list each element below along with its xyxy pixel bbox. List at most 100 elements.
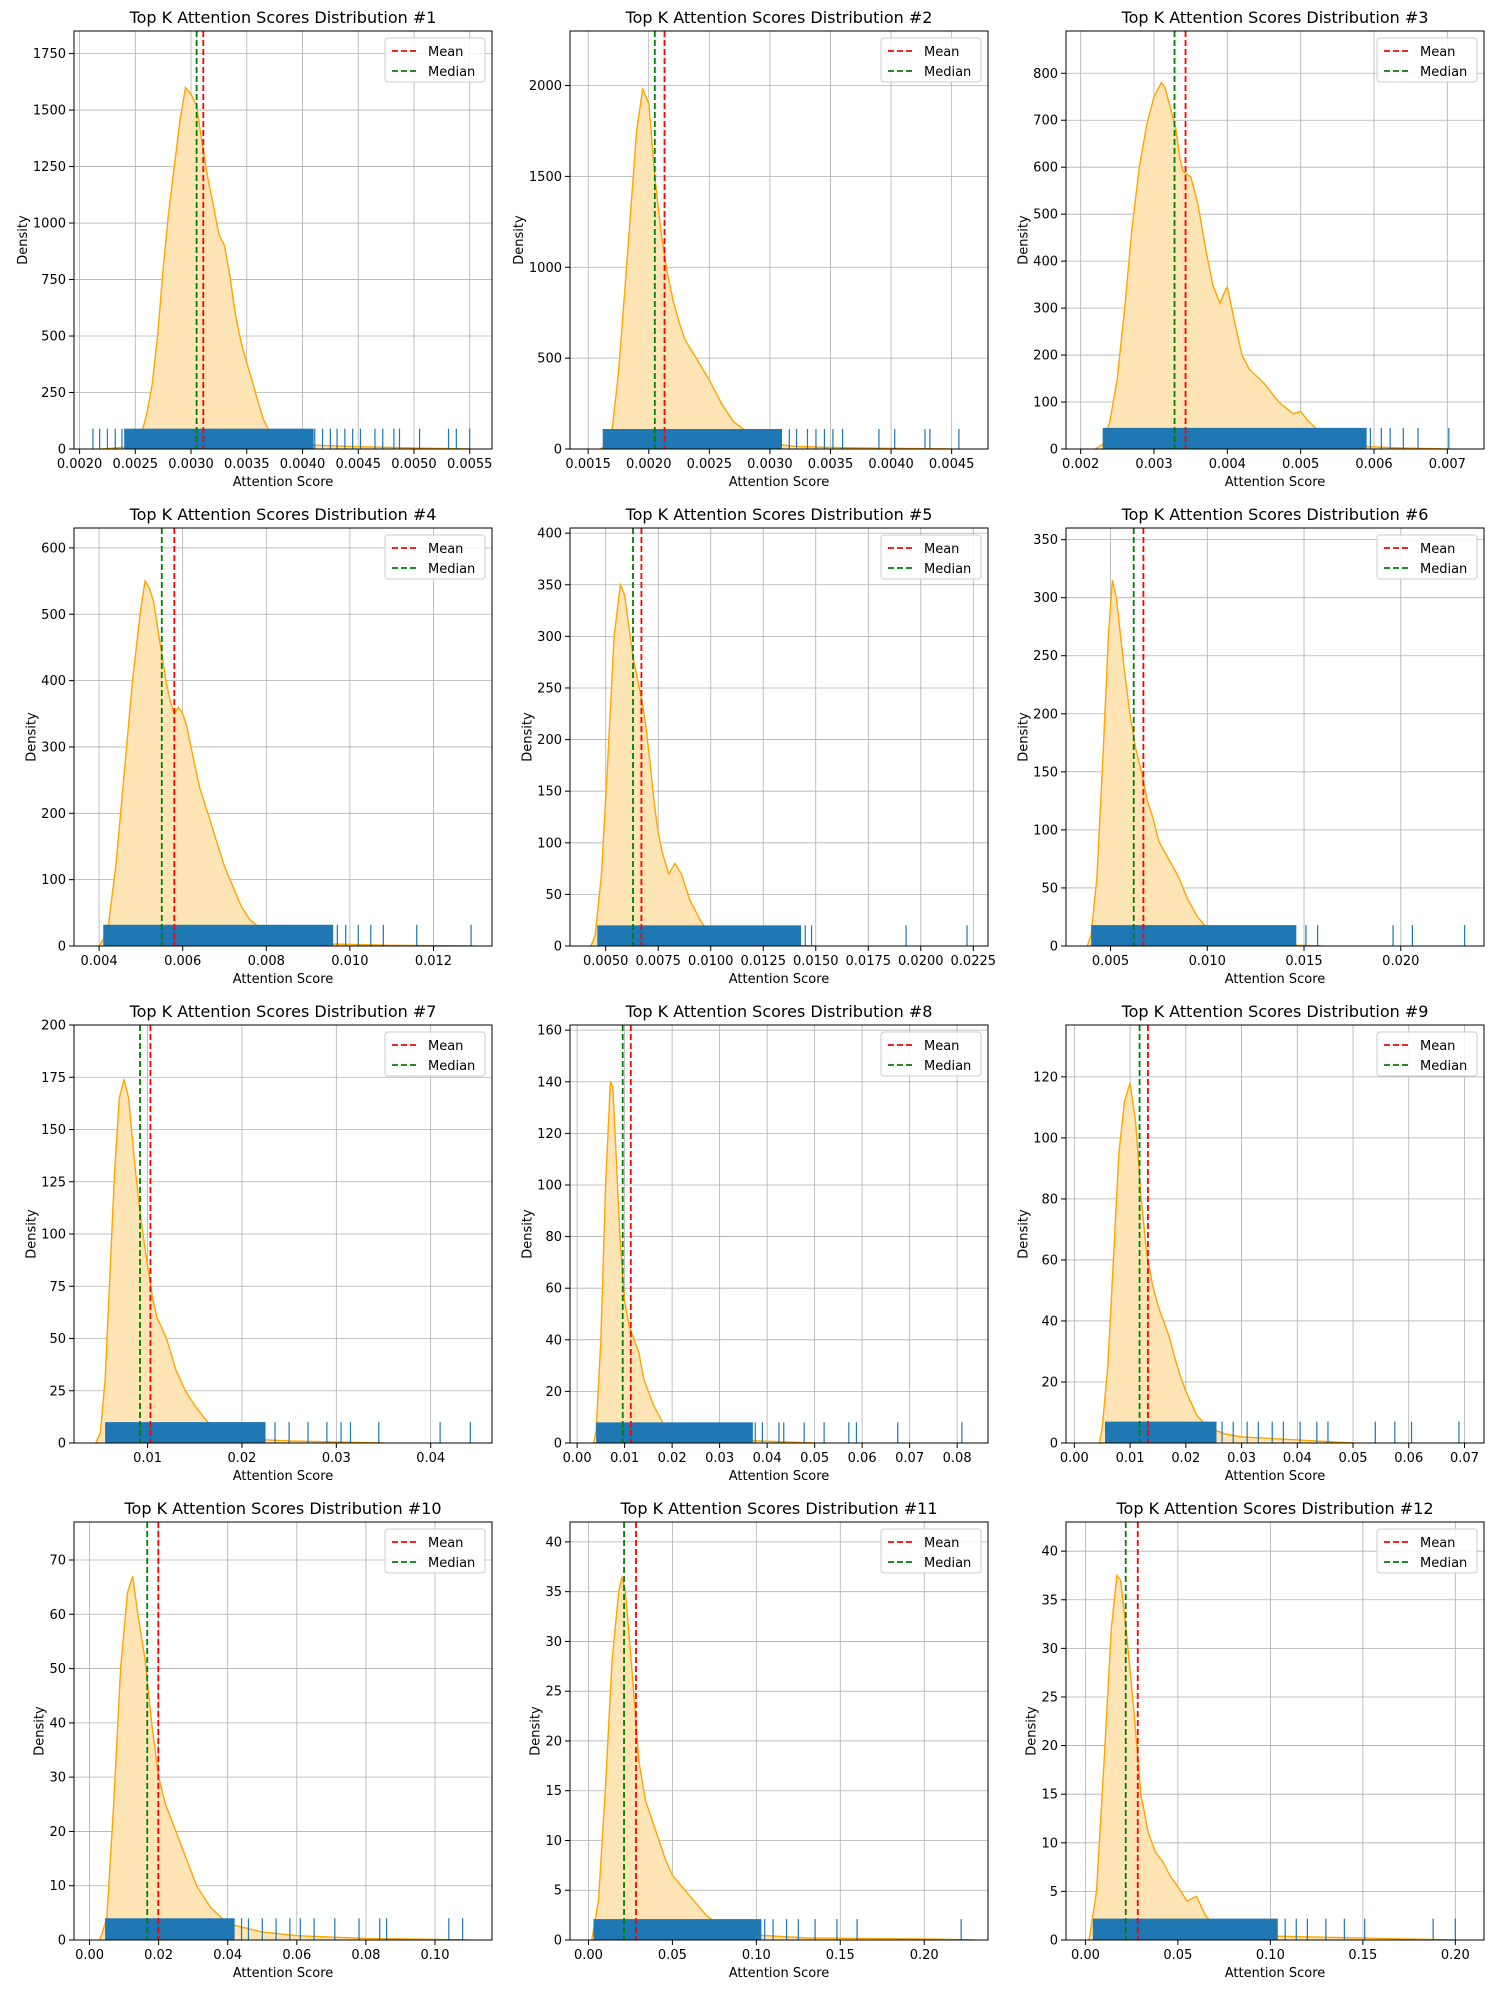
legend-mean-label: Mean <box>428 1536 463 1551</box>
y-tick-label: 400 <box>1033 255 1058 270</box>
kde-area <box>101 87 470 449</box>
subplot-5: 0.0050 0.0075 0.0100 0.0125 0.0150 0.0175 0.02… <box>520 505 996 987</box>
x-tick-label: 0.0050 <box>391 457 437 472</box>
y-axis-label: Density <box>529 1706 544 1756</box>
y-axis-ticks: 0 100 200 300 400 500 600 700 800 <box>1033 67 1066 458</box>
legend-median-label: Median <box>924 1059 971 1074</box>
subplot-8: 0.00 0.01 0.02 0.03 0.04 0.05 0.06 0.07 0.08 0 20 4… <box>520 1002 989 1484</box>
y-tick-label: 1750 <box>33 47 66 62</box>
legend-mean-label: Mean <box>924 542 959 557</box>
y-tick-label: 25 <box>49 1384 66 1399</box>
y-tick-label: 120 <box>537 1127 562 1142</box>
axes-frame <box>569 30 989 450</box>
legend-median-label: Median <box>1420 562 1467 577</box>
x-tick-label: 0.007 <box>1429 457 1466 472</box>
y-tick-label: 0 <box>58 940 66 955</box>
rug-ticks <box>764 1919 962 1940</box>
y-axis-ticks: 0 250 500 750 1000 1250 1500 1750 <box>33 47 74 458</box>
plot-area <box>1086 528 1466 946</box>
y-tick-label: 200 <box>1033 349 1058 364</box>
x-axis-ticks: 0.00 0.05 0.10 0.15 0.20 <box>1071 1940 1470 1963</box>
x-tick-label: 0.0020 <box>57 457 103 472</box>
rug-dense-band <box>1102 427 1367 449</box>
subplot-12: 0.00 0.05 0.10 0.15 0.20 0 5 10 15 20 25 30 35 40 Top … <box>1025 1499 1485 1981</box>
x-tick-label: 0.15 <box>1348 1948 1377 1963</box>
chart-title: Top K Attention Scores Distribution #7 <box>129 1002 437 1021</box>
y-axis-ticks: 0 50 100 150 200 250 300 350 <box>1033 533 1066 955</box>
x-tick-label: 0.0050 <box>583 954 629 969</box>
y-axis-label: Density <box>16 215 31 265</box>
x-tick-label: 0.003 <box>1135 457 1172 472</box>
x-tick-label: 0.05 <box>658 1948 687 1963</box>
legend: Mean Median <box>384 1031 486 1077</box>
y-tick-label: 0 <box>554 940 562 955</box>
plot-area <box>98 528 476 946</box>
x-tick-label: 0.02 <box>144 1948 173 1963</box>
x-axis-ticks: 0.00 0.02 0.04 0.06 0.08 0.10 <box>75 1940 449 1963</box>
y-tick-label: 5 <box>554 1884 562 1899</box>
y-tick-label: 0 <box>554 1437 562 1452</box>
rug-dense-band <box>124 428 314 449</box>
chart-title: Top K Attention Scores Distribution #3 <box>1121 8 1429 27</box>
rug-ticks <box>240 1918 464 1940</box>
x-axis-ticks: 0.004 0.006 0.008 0.010 0.012 <box>80 946 452 969</box>
y-tick-label: 1000 <box>33 217 66 232</box>
subplot-9: 0.00 0.01 0.02 0.03 0.04 0.05 0.06 0.07 0 20 40 60 8… <box>1016 1002 1485 1484</box>
rug-dense-band <box>103 924 334 946</box>
x-tick-label: 0.0045 <box>335 457 381 472</box>
y-tick-label: 30 <box>49 1771 66 1786</box>
x-tick-label: 0.010 <box>331 954 368 969</box>
subplot-6: 0.005 0.010 0.015 0.020 0 50 100 150 200 250 300 35… <box>1016 505 1485 987</box>
rug-ticks <box>1369 427 1450 449</box>
x-tick-label: 0.005 <box>1092 954 1129 969</box>
x-tick-label: 0.00 <box>1071 1948 1100 1963</box>
kde-area <box>591 1576 975 1940</box>
x-axis-ticks: 0.00 0.05 0.10 0.15 0.20 <box>574 1940 939 1963</box>
x-tick-label: 0.0075 <box>635 954 681 969</box>
chart-title: Top K Attention Scores Distribution #10 <box>123 1499 441 1518</box>
x-tick-label: 0.01 <box>133 1451 162 1466</box>
y-tick-label: 500 <box>537 352 562 367</box>
y-tick-label: 500 <box>41 608 66 623</box>
y-tick-label: 125 <box>41 1175 66 1190</box>
x-tick-label: 0.02 <box>227 1451 256 1466</box>
legend: Mean Median <box>384 534 486 580</box>
x-axis-label: Attention Score <box>233 1469 334 1484</box>
y-tick-label: 40 <box>545 1535 562 1550</box>
x-tick-label: 0.006 <box>1355 457 1392 472</box>
kde-area <box>95 1079 384 1443</box>
kde-area <box>591 584 816 946</box>
y-tick-label: 20 <box>545 1385 562 1400</box>
x-tick-label: 0.03 <box>322 1451 351 1466</box>
y-tick-label: 350 <box>537 578 562 593</box>
y-axis-label: Density <box>24 1209 39 1259</box>
y-tick-label: 400 <box>41 674 66 689</box>
x-axis-ticks: 0.0050 0.0075 0.0100 0.0125 0.0150 0.0175 0.02… <box>583 946 996 969</box>
y-tick-label: 60 <box>545 1282 562 1297</box>
legend-median-label: Median <box>428 65 475 80</box>
rug-dense-band <box>597 925 802 946</box>
legend-mean-label: Mean <box>428 1039 463 1054</box>
chart-title: Top K Attention Scores Distribution #6 <box>1121 505 1429 524</box>
y-tick-label: 0 <box>554 1934 562 1949</box>
x-tick-label: 0.0030 <box>168 457 214 472</box>
x-tick-label: 0.0025 <box>687 457 733 472</box>
legend-mean-label: Mean <box>924 45 959 60</box>
x-tick-label: 0.006 <box>164 954 201 969</box>
y-tick-label: 250 <box>537 681 562 696</box>
y-tick-label: 60 <box>1041 1253 1058 1268</box>
kde-area <box>593 1081 815 1443</box>
x-axis-label: Attention Score <box>729 1966 830 1981</box>
y-tick-label: 150 <box>1033 765 1058 780</box>
y-tick-label: 100 <box>41 1228 66 1243</box>
y-tick-label: 1500 <box>529 170 562 185</box>
y-tick-label: 40 <box>1041 1314 1058 1329</box>
y-tick-label: 15 <box>1041 1788 1058 1803</box>
legend: Mean Median <box>1376 534 1478 580</box>
y-axis-ticks: 0 25 50 75 100 125 150 175 200 <box>41 1019 74 1452</box>
y-tick-label: 40 <box>545 1333 562 1348</box>
y-tick-label: 120 <box>1033 1070 1058 1085</box>
legend-mean-label: Mean <box>924 1039 959 1054</box>
legend-mean-label: Mean <box>1420 1039 1455 1054</box>
